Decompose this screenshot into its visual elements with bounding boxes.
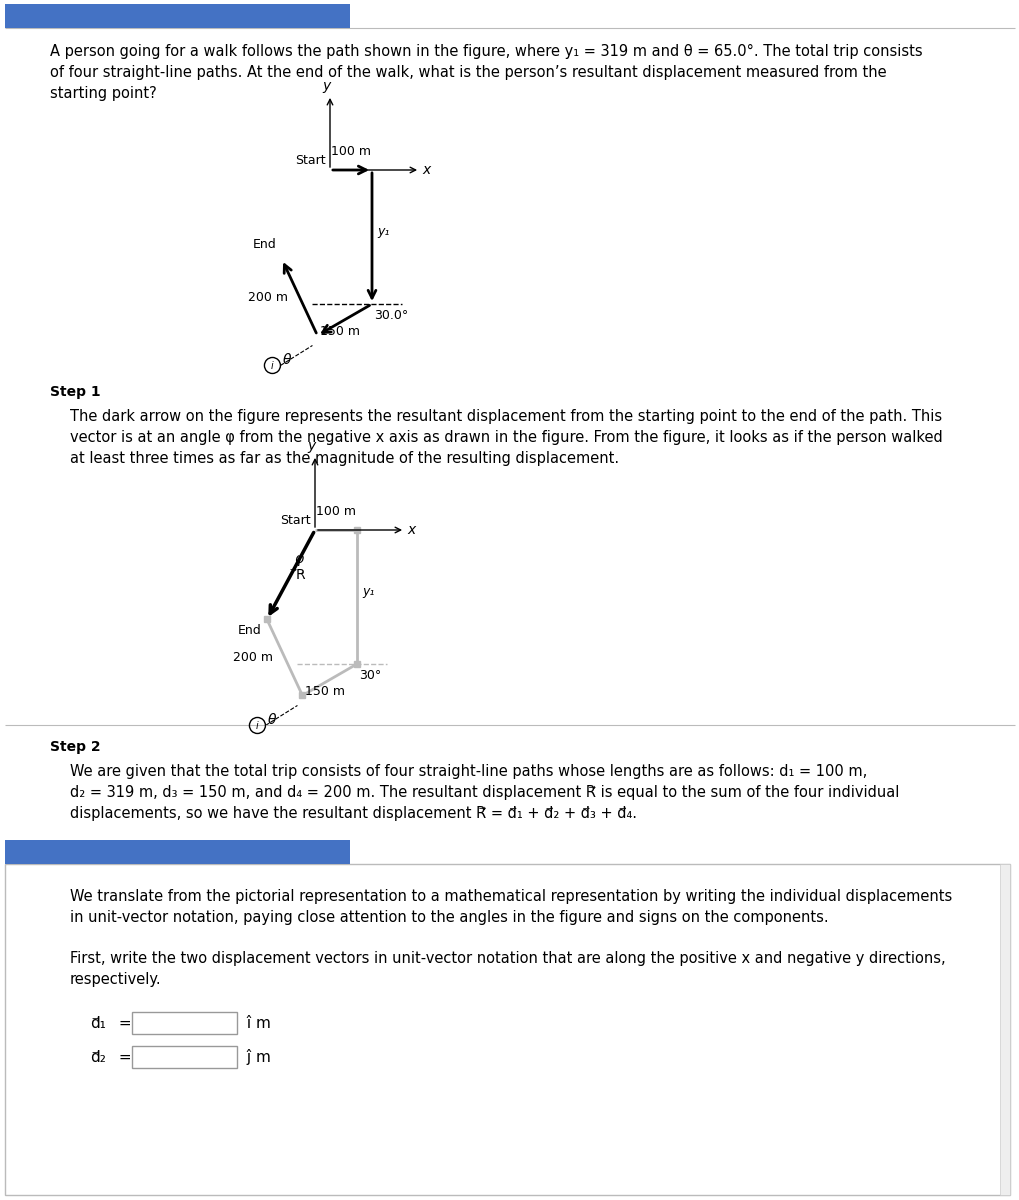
Text: ⃗R: ⃗R <box>297 568 307 582</box>
Text: θ: θ <box>283 354 291 367</box>
Text: Step 2: Step 2 <box>50 740 101 754</box>
Text: End: End <box>253 239 277 251</box>
Text: =: = <box>114 1015 137 1031</box>
Text: φ: φ <box>294 552 304 566</box>
Text: î m: î m <box>242 1015 271 1031</box>
Text: i: i <box>256 721 259 732</box>
Text: Start: Start <box>296 154 326 167</box>
Text: We translate from the pictorial representation to a mathematical representation : We translate from the pictorial represen… <box>70 889 952 904</box>
Text: of four straight-line paths. At the end of the walk, what is the person’s result: of four straight-line paths. At the end … <box>50 65 886 80</box>
Text: y₁: y₁ <box>377 226 389 239</box>
Bar <box>131 1046 236 1068</box>
Text: Step 3: Step 3 <box>12 844 62 858</box>
Text: y: y <box>307 439 315 452</box>
Text: Tutorial Exercise: Tutorial Exercise <box>12 6 142 20</box>
Text: 150 m: 150 m <box>320 325 360 337</box>
Text: ĵ m: ĵ m <box>242 1049 271 1066</box>
Text: 100 m: 100 m <box>316 505 356 518</box>
Text: A person going for a walk follows the path shown in the figure, where y₁ = 319 m: A person going for a walk follows the pa… <box>50 44 922 59</box>
Text: x: x <box>407 523 415 538</box>
Text: 200 m: 200 m <box>248 290 287 304</box>
Text: 30°: 30° <box>359 668 381 682</box>
Text: First, write the two displacement vectors in unit-vector notation that are along: First, write the two displacement vector… <box>70 950 945 966</box>
Bar <box>999 864 1009 1195</box>
Text: starting point?: starting point? <box>50 86 157 101</box>
Text: 200 m: 200 m <box>232 650 272 664</box>
Text: We are given that the total trip consists of four straight-line paths whose leng: We are given that the total trip consist… <box>70 764 866 779</box>
Text: d₂ = 319 m, d₃ = 150 m, and d₄ = 200 m. The resultant displacement R⃗ is equal t: d₂ = 319 m, d₃ = 150 m, and d₄ = 200 m. … <box>70 785 899 800</box>
Text: d⃗₁: d⃗₁ <box>90 1015 106 1031</box>
Bar <box>5 840 350 864</box>
Text: The dark arrow on the figure represents the resultant displacement from the star: The dark arrow on the figure represents … <box>70 409 942 424</box>
Text: displacements, so we have the resultant displacement R⃗ = d⃗₁ + d⃗₂ + d⃗₃ + d⃗₄.: displacements, so we have the resultant … <box>70 806 637 821</box>
Text: Step 1: Step 1 <box>50 385 101 398</box>
Bar <box>5 864 1009 1195</box>
Text: in unit-vector notation, paying close attention to the angles in the figure and : in unit-vector notation, paying close at… <box>70 910 827 925</box>
Text: at least three times as far as the magnitude of the resulting displacement.: at least three times as far as the magni… <box>70 451 619 466</box>
Text: x: x <box>422 163 430 176</box>
Text: End: End <box>238 624 262 637</box>
Bar <box>5 4 350 28</box>
Text: d⃗₂: d⃗₂ <box>90 1050 106 1064</box>
Text: Start: Start <box>280 514 311 527</box>
Text: 30.0°: 30.0° <box>374 308 408 322</box>
Bar <box>131 1012 236 1034</box>
Text: i: i <box>271 361 273 372</box>
Text: 150 m: 150 m <box>305 685 345 697</box>
Text: =: = <box>114 1050 137 1064</box>
Text: vector is at an angle φ from the negative x axis as drawn in the figure. From th: vector is at an angle φ from the negativ… <box>70 430 942 445</box>
Text: 100 m: 100 m <box>331 145 371 158</box>
Text: y₁: y₁ <box>362 586 374 599</box>
Text: θ: θ <box>268 714 276 727</box>
Text: y: y <box>322 79 330 92</box>
Text: respectively.: respectively. <box>70 972 161 986</box>
